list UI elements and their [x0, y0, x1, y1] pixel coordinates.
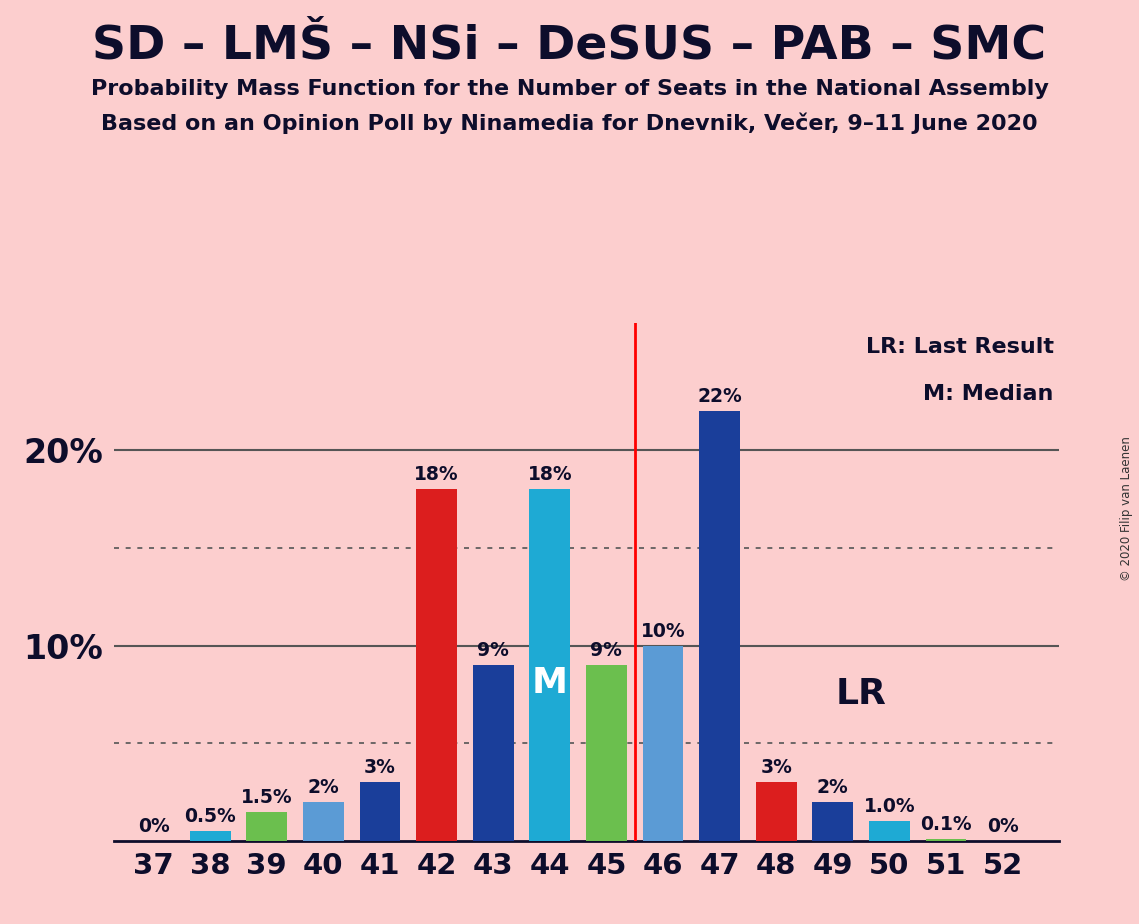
Text: 0%: 0%	[986, 817, 1018, 836]
Text: M: Median: M: Median	[924, 384, 1054, 404]
Bar	[473, 665, 514, 841]
Bar	[812, 802, 853, 841]
Text: 2%: 2%	[817, 778, 849, 796]
Text: 9%: 9%	[590, 641, 622, 661]
Bar	[642, 646, 683, 841]
Bar	[587, 665, 626, 841]
Text: Based on an Opinion Poll by Ninamedia for Dnevnik, Večer, 9–11 June 2020: Based on an Opinion Poll by Ninamedia fo…	[101, 113, 1038, 134]
Bar	[756, 783, 796, 841]
Text: 2%: 2%	[308, 778, 339, 796]
Text: Probability Mass Function for the Number of Seats in the National Assembly: Probability Mass Function for the Number…	[91, 79, 1048, 99]
Text: 1.0%: 1.0%	[863, 797, 916, 817]
Text: 3%: 3%	[364, 759, 396, 777]
Text: M: M	[532, 665, 567, 699]
Text: LR: LR	[836, 677, 886, 711]
Bar	[926, 839, 966, 841]
Text: 0.1%: 0.1%	[920, 815, 972, 834]
Text: 0%: 0%	[138, 817, 170, 836]
Text: 3%: 3%	[761, 759, 792, 777]
Text: 18%: 18%	[527, 466, 572, 484]
Bar	[699, 411, 740, 841]
Text: 10%: 10%	[641, 622, 686, 640]
Bar	[190, 831, 230, 841]
Text: © 2020 Filip van Laenen: © 2020 Filip van Laenen	[1121, 436, 1133, 580]
Text: 0.5%: 0.5%	[185, 808, 236, 826]
Text: 22%: 22%	[697, 387, 741, 407]
Text: 18%: 18%	[415, 466, 459, 484]
Text: LR: Last Result: LR: Last Result	[866, 337, 1054, 357]
Text: 1.5%: 1.5%	[241, 787, 293, 807]
Bar	[530, 490, 571, 841]
Bar	[303, 802, 344, 841]
Bar	[869, 821, 910, 841]
Bar	[360, 783, 400, 841]
Bar	[246, 811, 287, 841]
Text: SD – LMŠ – NSi – DeSUS – PAB – SMC: SD – LMŠ – NSi – DeSUS – PAB – SMC	[92, 23, 1047, 68]
Text: 9%: 9%	[477, 641, 509, 661]
Bar	[416, 490, 457, 841]
